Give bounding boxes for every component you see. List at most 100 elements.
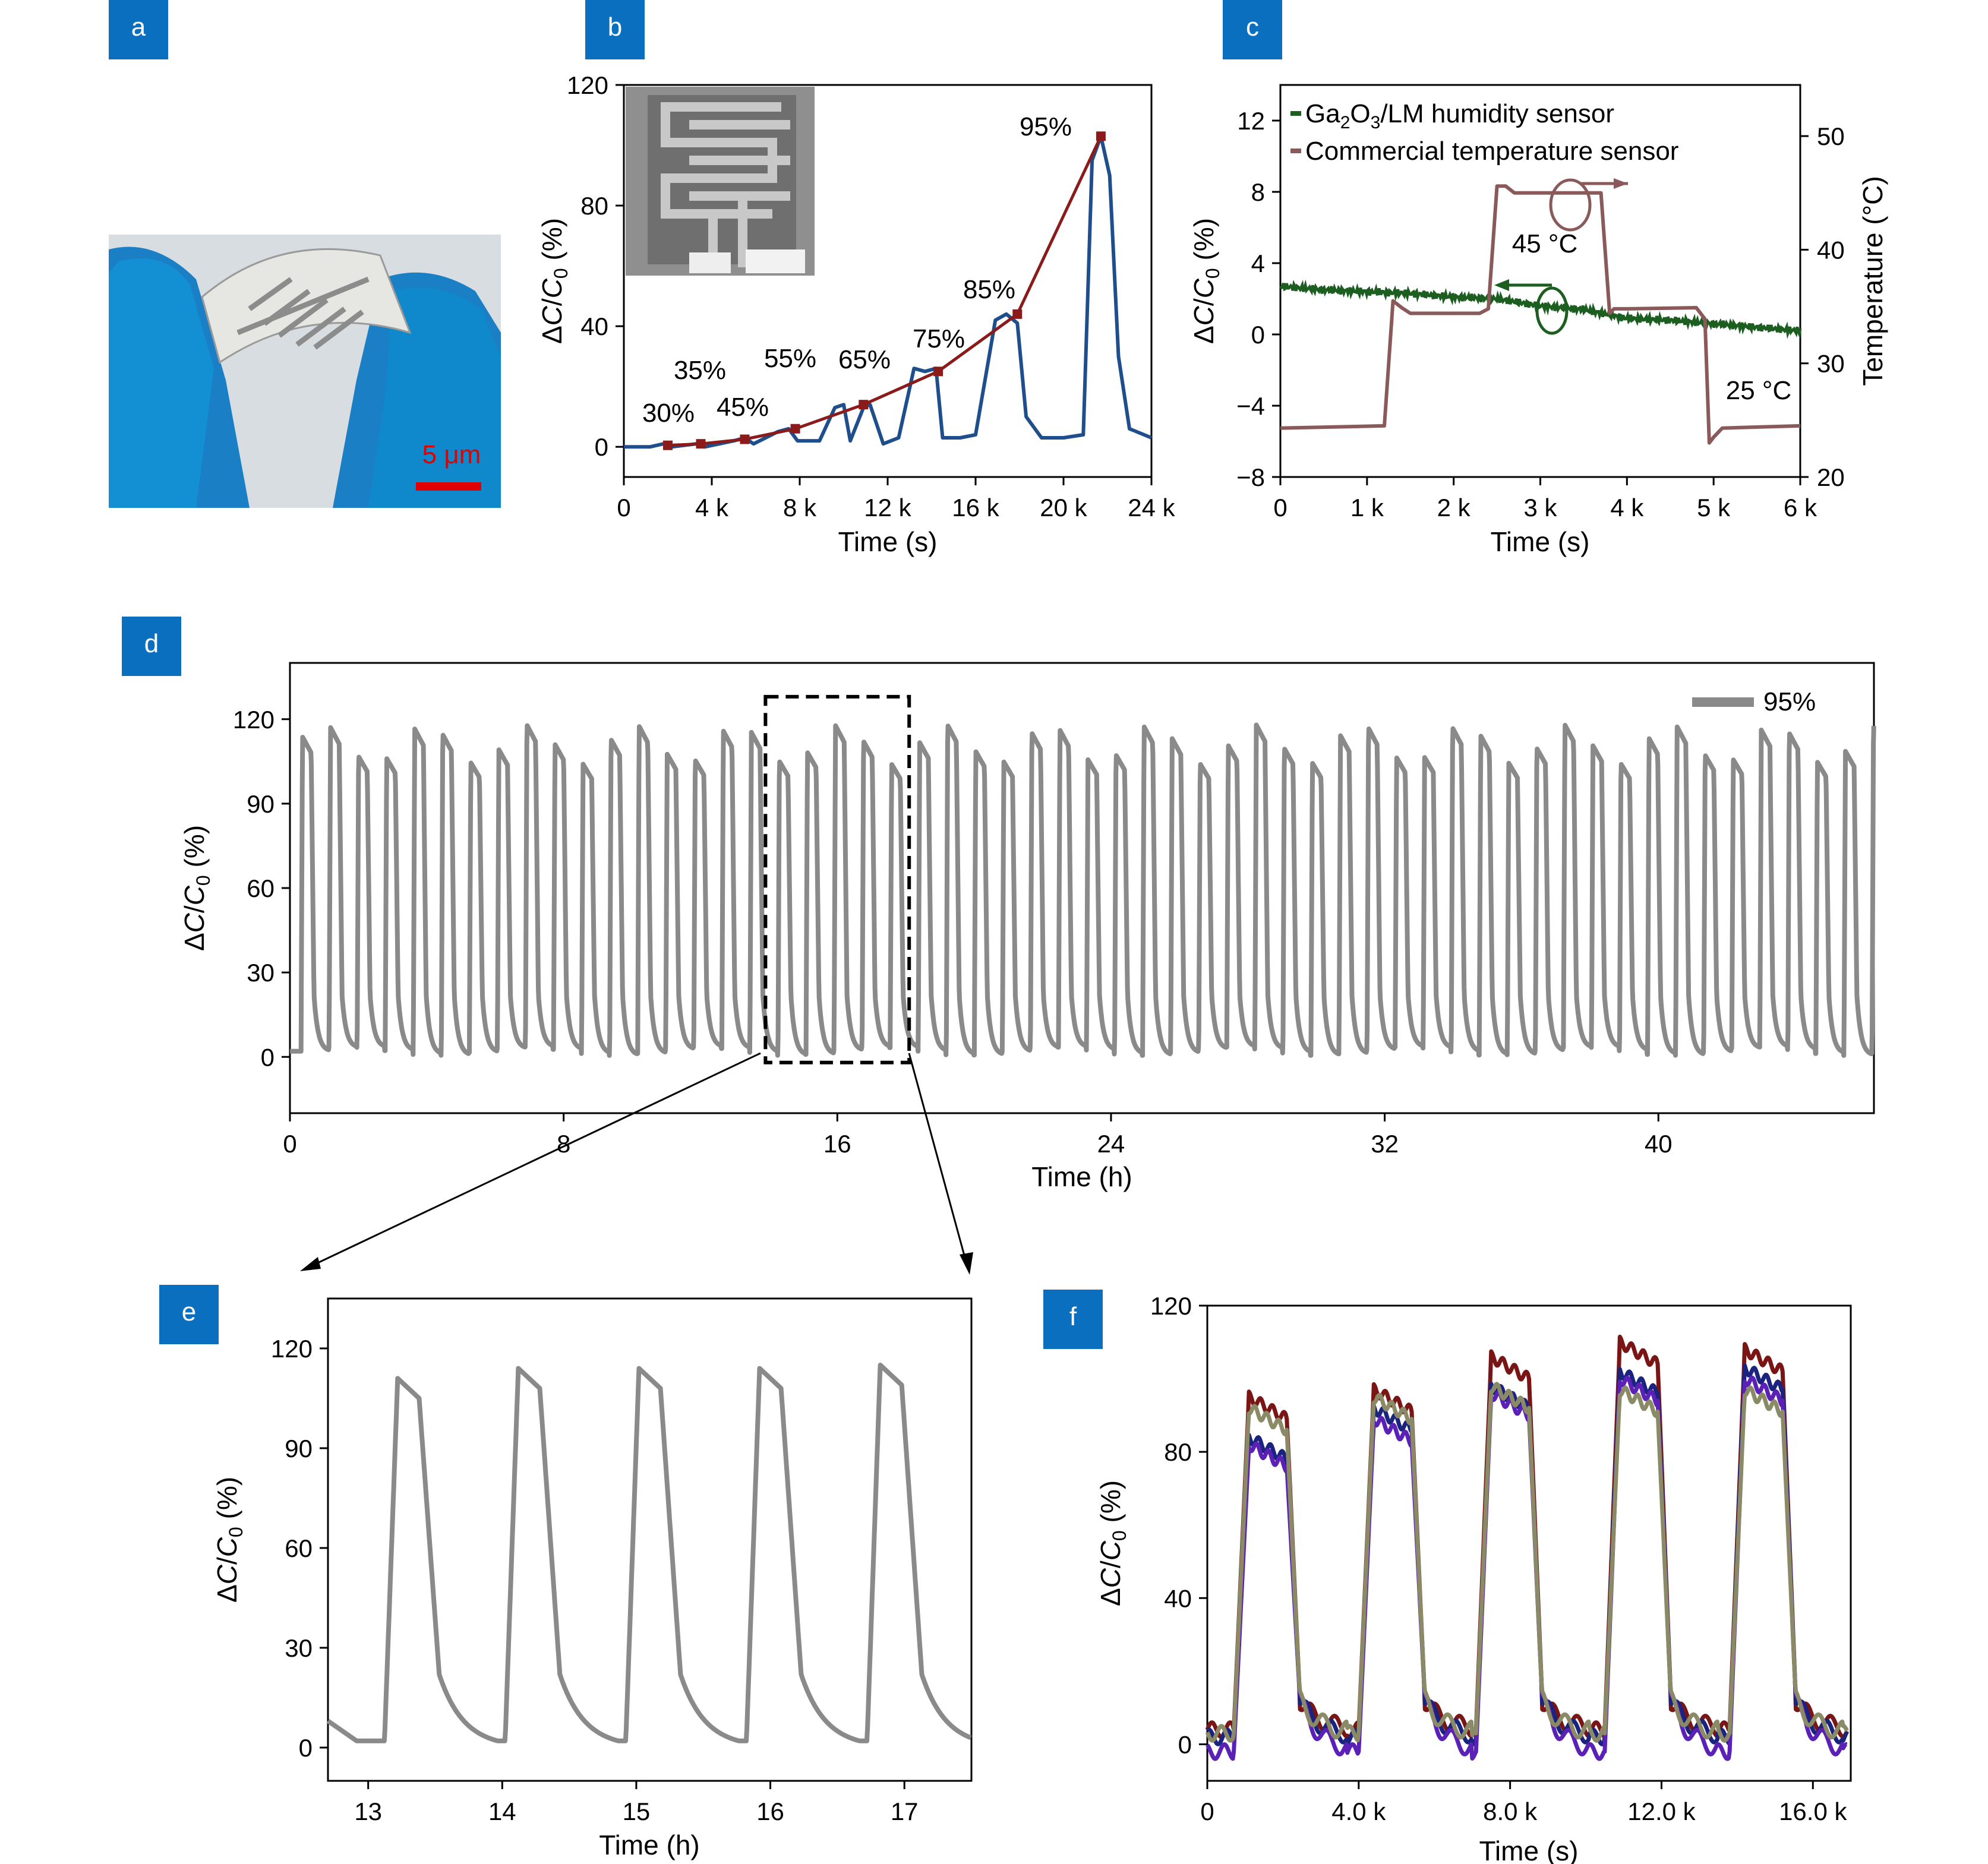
chart-d-ytick-label: 120: [233, 706, 274, 734]
chart-b-xtick-label: 12 k: [864, 494, 911, 522]
chart-b-fit-point: [933, 367, 943, 377]
chart-d-xtick-label: 40: [1645, 1130, 1673, 1158]
svg-text:e: e: [182, 1297, 196, 1326]
panel-label-c: c: [1223, 0, 1282, 59]
chart-c-series-temperature: [1280, 184, 1801, 445]
svg-text:c: c: [1246, 12, 1259, 42]
legend-label-95: 95%: [1763, 687, 1816, 716]
chart-d-series-95: [288, 722, 1876, 1058]
panel-label-d: d: [122, 617, 181, 676]
chart-e-plot-area: [327, 1297, 973, 1782]
device-photo: 5 μm: [109, 235, 501, 508]
chart-b-annotation: 95%: [1020, 112, 1072, 141]
panel-label-e: e: [159, 1285, 219, 1344]
chart-c-xtick-label: 2 k: [1437, 494, 1471, 522]
chart-c-ytick-label: −4: [1236, 392, 1265, 420]
chart-e-xlabel: Time (h): [599, 1830, 700, 1860]
chart-b-fit-point: [663, 440, 673, 450]
chart-d-xtick-label: 8: [557, 1130, 570, 1158]
panel-label-a: a: [109, 0, 168, 59]
chart-c-annotation-45: 45 °C: [1512, 229, 1578, 258]
chart-b-fit-point: [1096, 131, 1106, 141]
chart-b-annotation: 55%: [764, 344, 816, 373]
chart-f: 0 4.0 k 8.0 k 12.0 k 16.0 k 0 40 80 120 Time (s)…: [1095, 1292, 1852, 1864]
chart-b-fit-point: [790, 424, 800, 434]
chart-e-ylabel: ΔC/C0 (%): [212, 1477, 247, 1603]
chart-c-xtick-label: 6 k: [1784, 494, 1817, 522]
chart-c-xtick-label: 1 k: [1350, 494, 1384, 522]
chart-d-xlabel: Time (h): [1031, 1161, 1132, 1192]
chart-d-xtick-label: 0: [283, 1130, 296, 1158]
chart-b-annotation: 75%: [913, 324, 965, 353]
scale-bar-label: 5 μm: [422, 440, 481, 469]
chart-b-annotation: 65%: [838, 345, 891, 374]
chart-d-ytick-label: 0: [261, 1043, 274, 1071]
chart-c-xtick-label: 0: [1273, 494, 1287, 522]
chart-c-series-humidity: [1279, 279, 1802, 339]
chart-c: 0 1 k 2 k 3 k 4 k 5 k 6 k −8 −4 0 4 8 12 20 30 40 50 Tim…: [1188, 84, 1888, 557]
chart-b-ytick-label: 120: [567, 71, 608, 99]
chart-d-ytick-label: 90: [247, 790, 274, 818]
chart-c-xtick-label: 3 k: [1523, 494, 1557, 522]
chart-c-y2tick-label: 30: [1817, 350, 1845, 378]
chart-c-y2label: Temperature (°C): [1857, 176, 1888, 386]
chart-c-y2tick-label: 20: [1817, 463, 1845, 491]
chart-d-zoom-box: [763, 694, 911, 1064]
svg-text:a: a: [131, 12, 146, 42]
chart-e-xtick-label: 14: [488, 1797, 516, 1825]
chart-b-inset-micrograph: [626, 87, 815, 276]
axis-indicator-arrows-icon: [1494, 178, 1628, 335]
chart-d-ytick-label: 30: [247, 959, 274, 987]
chart-b-fit-point: [696, 439, 706, 449]
chart-d-ylabel: ΔC/C0 (%): [179, 825, 214, 951]
chart-f-ytick-label: 80: [1164, 1438, 1192, 1466]
chart-b-annotation: 45%: [717, 393, 769, 422]
chart-b-xlabel: Time (s): [838, 526, 938, 557]
chart-b-xtick-label: 24 k: [1128, 494, 1175, 522]
chart-c-y2tick-label: 50: [1817, 122, 1845, 150]
chart-c-y2tick-label: 40: [1817, 236, 1845, 264]
chart-b-fit-point: [859, 400, 869, 410]
svg-text:d: d: [144, 629, 159, 658]
chart-f-plot-area: [1206, 1304, 1852, 1782]
chart-f-ylabel: ΔC/C0 (%): [1095, 1480, 1130, 1606]
chart-f-series-1: [1205, 1334, 1849, 1739]
chart-f-ytick-label: 40: [1164, 1584, 1192, 1612]
chart-e-series: [326, 1363, 973, 1743]
chart-e-ytick-label: 0: [299, 1734, 313, 1762]
electrode-pattern-icon: [236, 276, 370, 350]
chart-c-ytick-label: 0: [1251, 321, 1265, 349]
chart-b-xtick-label: 4 k: [695, 494, 729, 522]
chart-f-ytick-label: 0: [1178, 1730, 1192, 1758]
chart-b-ytick-label: 80: [580, 192, 608, 220]
panel-label-b: b: [585, 0, 645, 59]
chart-b-annotation: 35%: [674, 356, 726, 385]
chart-c-ytick-label: 8: [1251, 178, 1265, 206]
chart-c-ytick-label: −8: [1236, 463, 1265, 491]
chart-c-xtick-label: 4 k: [1610, 494, 1644, 522]
chart-c-legend: Ga2O3/LM humidity sensor Commercial temp…: [1290, 99, 1678, 166]
panel-label-f: f: [1043, 1290, 1103, 1349]
chart-f-xtick-label: 12.0 k: [1627, 1797, 1696, 1825]
chart-e-ytick-label: 60: [285, 1534, 313, 1562]
chart-c-annotation-25: 25 °C: [1726, 376, 1792, 405]
chart-d-xtick-label: 24: [1097, 1130, 1125, 1158]
chart-b-xtick-label: 20 k: [1040, 494, 1087, 522]
chart-e-ytick-label: 120: [271, 1335, 313, 1363]
svg-text:f: f: [1069, 1302, 1077, 1331]
chart-f-xlabel: Time (s): [1479, 1835, 1579, 1864]
chart-c-ytick-label: 4: [1251, 249, 1265, 277]
chart-d-xtick-label: 16: [823, 1130, 851, 1158]
chart-c-xtick-label: 5 k: [1697, 494, 1731, 522]
chart-e-xtick-label: 17: [891, 1797, 919, 1825]
chart-b-ytick-label: 40: [580, 312, 608, 340]
chart-b-xtick-label: 16 k: [952, 494, 999, 522]
chart-b-fit-point: [740, 434, 750, 444]
legend-label-humidity: Ga2O3/LM humidity sensor: [1305, 99, 1614, 132]
chart-e-ytick-label: 30: [285, 1634, 313, 1662]
chart-f-series-2: [1206, 1363, 1849, 1746]
chart-b-xtick-label: 8 k: [783, 494, 817, 522]
zoom-connector-right: [908, 1053, 968, 1265]
